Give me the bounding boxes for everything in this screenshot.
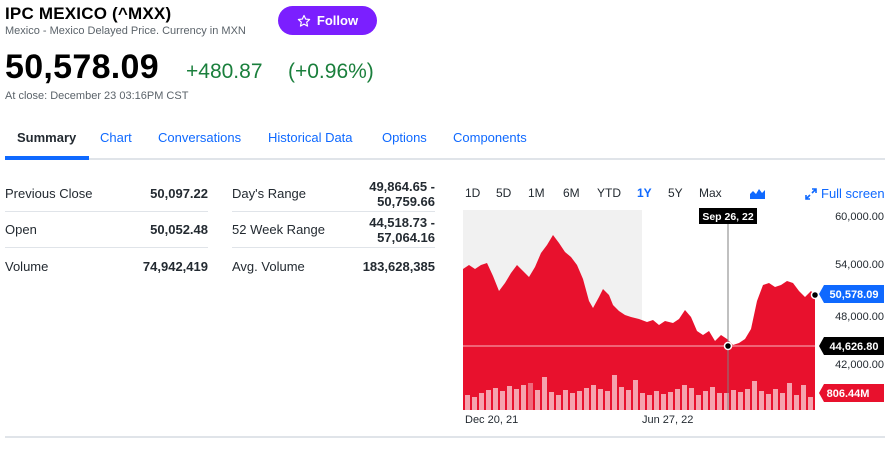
stat-value: 49,864.65 -50,759.66: [369, 179, 435, 209]
volume-tag: [819, 384, 884, 402]
fullscreen-button[interactable]: Full screen: [805, 186, 885, 201]
crosshair-date-tag: [699, 208, 757, 224]
y-tick-label: 60,000.00: [835, 211, 884, 223]
active-tab-indicator: [5, 156, 89, 160]
current-price-tag: [819, 285, 884, 303]
stat-row-days-range: Day's Range 49,864.65 -50,759.66: [232, 176, 435, 212]
stat-label: Avg. Volume: [232, 258, 305, 274]
crosshair-price-tag-label: 44,626.80: [830, 341, 879, 353]
stat-label: 52 Week Range: [232, 222, 325, 237]
range-1y[interactable]: 1Y: [637, 186, 652, 200]
stat-value-line1: 49,864.65 -: [369, 178, 435, 194]
stat-label: Previous Close: [5, 186, 93, 201]
stat-row-previous-close: Previous Close 50,097.22: [5, 176, 208, 212]
tab-conversations[interactable]: Conversations: [158, 130, 242, 145]
market-close-time: At close: December 23 03:16PM CST: [5, 90, 189, 102]
tab-historical-data[interactable]: Historical Data: [268, 130, 353, 145]
range-5y[interactable]: 5Y: [668, 186, 683, 200]
tab-components[interactable]: Components: [453, 130, 527, 145]
star-icon: [297, 14, 311, 27]
stat-row-avg-volume: Avg. Volume 183,628,385: [232, 248, 435, 284]
stat-value: 50,052.48: [150, 222, 208, 237]
stat-value: 183,628,385: [362, 258, 435, 274]
tab-chart[interactable]: Chart: [100, 130, 132, 145]
stat-label: Day's Range: [232, 186, 307, 201]
price-change: +480.87: [186, 60, 263, 83]
fullscreen-label: Full screen: [821, 186, 885, 201]
range-5d[interactable]: 5D: [496, 186, 512, 200]
stat-label: Open: [5, 222, 37, 237]
price-area: [463, 235, 815, 410]
current-price-tag-label: 50,578.09: [830, 289, 879, 301]
current-price: 50,578.09: [5, 48, 159, 86]
y-tick-label: 42,000.00: [835, 359, 884, 371]
y-tick-label: 54,000.00: [835, 259, 884, 271]
volume-bars: [465, 375, 813, 410]
quote-title: IPC MEXICO (^MXX): [5, 4, 172, 23]
stat-label: Volume: [5, 258, 49, 274]
x-tick-label: Dec 20, 21: [465, 414, 518, 426]
range-1d[interactable]: 1D: [465, 186, 481, 200]
range-6m[interactable]: 6M: [563, 186, 580, 200]
stat-value: 74,942,419: [142, 258, 208, 274]
stat-row-52-week-range: 52 Week Range 44,518.73 -57,064.16: [232, 212, 435, 248]
chart-type-icon[interactable]: [750, 188, 765, 202]
price-change-percent: (+0.96%): [288, 60, 374, 83]
stat-value-line1: 44,518.73 -: [369, 214, 435, 230]
x-tick-label: Jun 27, 22: [642, 414, 693, 426]
range-max[interactable]: Max: [699, 186, 722, 200]
volume-tag-label: 806.44M: [827, 388, 870, 400]
range-ytd[interactable]: YTD: [597, 186, 621, 200]
stat-value-line2: 57,064.16: [377, 229, 435, 245]
current-price-point: [810, 290, 820, 300]
stat-value: 50,097.22: [150, 186, 208, 201]
expand-icon: [805, 187, 817, 200]
stat-value: 44,518.73 -57,064.16: [369, 215, 435, 245]
crosshair-point: [723, 341, 733, 351]
stat-value-line2: 50,759.66: [377, 193, 435, 209]
price-chart[interactable]: Sep 26, 22 60,000.00 54,000.00 48,000.00…: [463, 205, 887, 435]
range-1m[interactable]: 1M: [528, 186, 545, 200]
stat-row-open: Open 50,052.48: [5, 212, 208, 248]
tab-options[interactable]: Options: [382, 130, 427, 145]
stat-row-volume: Volume 74,942,419: [5, 248, 208, 284]
follow-label: Follow: [316, 13, 359, 28]
tab-summary[interactable]: Summary: [17, 130, 77, 145]
quote-tabs: Summary Chart Conversations Historical D…: [5, 118, 885, 160]
crosshair-price-tag: [819, 337, 884, 355]
y-tick-label: 48,000.00: [835, 311, 884, 323]
quote-subtitle: Mexico - Mexico Delayed Price. Currency …: [5, 25, 246, 37]
section-divider: [5, 436, 885, 438]
follow-button[interactable]: Follow: [278, 6, 377, 35]
crosshair-date-label: Sep 26, 22: [702, 211, 754, 223]
